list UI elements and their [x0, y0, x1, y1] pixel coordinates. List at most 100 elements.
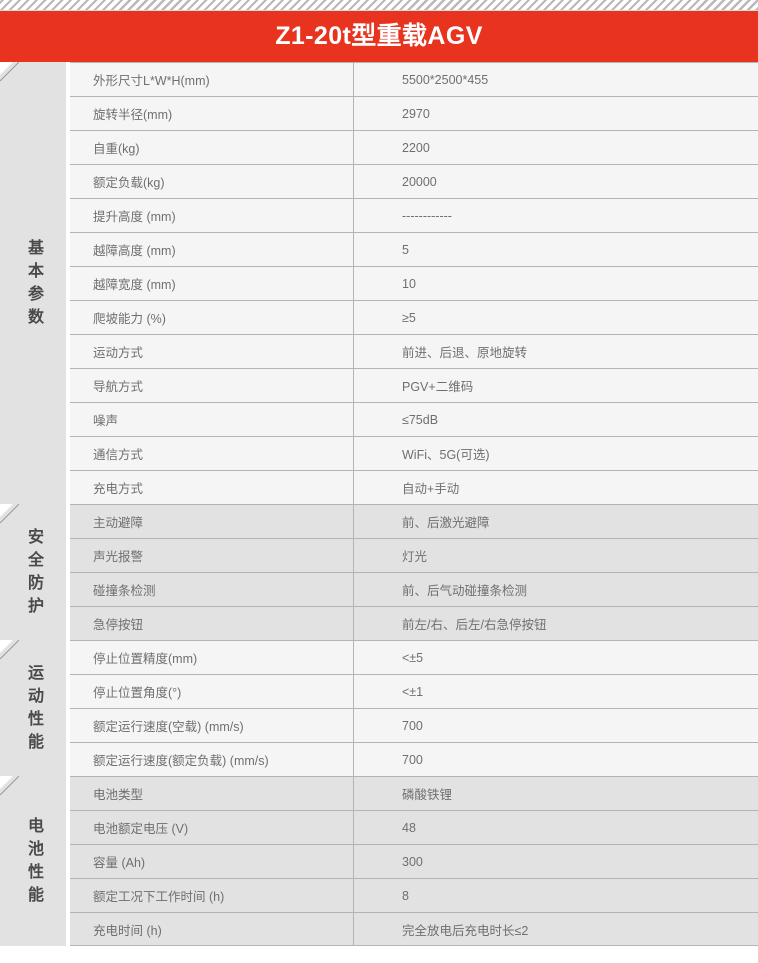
spec-label-cell: 额定运行速度(空载) (mm/s) [70, 709, 354, 742]
spec-value-cell: 20000 [402, 174, 437, 189]
spec-label-cell: 额定工况下工作时间 (h) [70, 879, 354, 912]
table-row: 旋转半径(mm) 2970 [70, 96, 758, 130]
spec-value-cell: 2970 [402, 106, 430, 121]
spec-label-cell: 噪声 [70, 403, 354, 436]
table-row: 额定运行速度(空载) (mm/s) 700 [70, 708, 758, 742]
category-gutter [66, 776, 70, 946]
spec-value-cell: 10 [402, 276, 416, 291]
spec-value-cell: 5 [402, 242, 409, 257]
table-row: 电池额定电压 (V) 48 [70, 810, 758, 844]
spec-value-cell: 自动+手动 [402, 482, 460, 496]
table-row: 导航方式 PGV+二维码 [70, 368, 758, 402]
spec-label-cell: 主动避障 [70, 505, 354, 538]
spec-label-cell: 额定负载(kg) [70, 165, 354, 198]
table-row: 自重(kg) 2200 [70, 130, 758, 164]
spec-value-cell: ≥5 [402, 310, 416, 325]
section-rows: 停止位置精度(mm) <±5 停止位置角度(°) <±1 额定运行速度(空载) (mm/… [70, 640, 758, 776]
section-category-label: 运动性能 [25, 664, 42, 756]
table-row: 外形尺寸L*W*H(mm) 5500*2500*455 [70, 62, 758, 96]
spec-value-cell: WiFi、5G(可选) [402, 448, 490, 462]
table-row: 急停按钮 前左/右、后左/右急停按钮 [70, 606, 758, 640]
table-row: 越障高度 (mm) 5 [70, 232, 758, 266]
table-row: 声光报警 灯光 [70, 538, 758, 572]
table-row: 碰撞条检测 前、后气动碰撞条检测 [70, 572, 758, 606]
table-row: 充电方式 自动+手动 [70, 470, 758, 504]
section-rows: 电池类型 磷酸铁锂电池额定电压 (V) 48 容量 (Ah) 300 额定工况下工作时间 … [70, 776, 758, 946]
spec-label-cell: 停止位置角度(°) [70, 675, 354, 708]
spec-label-cell: 旋转半径(mm) [70, 97, 354, 130]
spec-label-cell: 电池类型 [70, 777, 354, 810]
section-category-label: 基本参数 [25, 239, 42, 331]
hazard-stripe-band [0, 0, 758, 11]
spec-label-cell: 提升高度 (mm) [70, 199, 354, 232]
spec-value-cell: 灯光 [402, 550, 428, 564]
spec-value-cell: ≤75dB [402, 412, 439, 427]
spec-value-cell: 300 [402, 854, 423, 869]
page-title: Z1-20t型重载AGV [275, 22, 483, 50]
spec-value-cell: 8 [402, 888, 409, 903]
table-row: 额定运行速度(额定负载) (mm/s) 700 [70, 742, 758, 776]
spec-label-cell: 通信方式 [70, 437, 354, 470]
table-row: 越障宽度 (mm) 10 [70, 266, 758, 300]
spec-value-cell: 700 [402, 718, 423, 733]
table-row: 停止位置精度(mm) <±5 [70, 640, 758, 674]
spec-value-cell: 前、后气动碰撞条检测 [402, 584, 528, 598]
spec-value-cell: 磷酸铁锂 [402, 788, 453, 802]
table-row: 主动避障 前、后激光避障 [70, 504, 758, 538]
section-category-cell: 安全防护 [0, 504, 66, 640]
spec-label-cell: 停止位置精度(mm) [70, 641, 354, 674]
spec-value-cell: <±1 [402, 684, 424, 699]
spec-section: 电池性能 电池类型 磷酸铁锂电池额定电压 (V) 48 容量 (Ah) 300 额定工况下工… [0, 776, 758, 946]
section-category-cell: 运动性能 [0, 640, 66, 776]
table-row: 电池类型 磷酸铁锂 [70, 776, 758, 810]
spec-value-cell: 5500*2500*455 [402, 72, 489, 87]
spec-label-cell: 容量 (Ah) [70, 845, 354, 878]
spec-label-cell: 越障高度 (mm) [70, 233, 354, 266]
table-row: 容量 (Ah) 300 [70, 844, 758, 878]
spec-section: 安全防护 主动避障 前、后激光避障声光报警 灯光碰撞条检测 前、后气动碰撞条检测急停按钮… [0, 504, 758, 640]
product-title-bar: Z1-20t型重载AGV [0, 11, 758, 62]
table-row: 停止位置角度(°) <±1 [70, 674, 758, 708]
table-row: 爬坡能力 (%) ≥5 [70, 300, 758, 334]
spec-label-cell: 爬坡能力 (%) [70, 301, 354, 334]
category-gutter [66, 62, 70, 504]
spec-label-cell: 自重(kg) [70, 131, 354, 164]
spec-value-cell: <±5 [402, 650, 424, 665]
table-row: 噪声 ≤75dB [70, 402, 758, 436]
spec-label-cell: 急停按钮 [70, 607, 354, 640]
spec-table: 基本参数 外形尺寸L*W*H(mm) 5500*2500*455 旋转半径(mm) 29… [0, 62, 758, 946]
spec-value-cell: 前、后激光避障 [402, 516, 490, 530]
spec-label-cell: 外形尺寸L*W*H(mm) [70, 63, 354, 96]
spec-value-cell: ------------ [402, 208, 452, 223]
spec-label-cell: 电池额定电压 (V) [70, 811, 354, 844]
spec-value-cell: 700 [402, 752, 423, 767]
spec-value-cell: PGV+二维码 [402, 380, 474, 394]
spec-value-cell: 2200 [402, 140, 430, 155]
table-row: 通信方式 WiFi、5G(可选) [70, 436, 758, 470]
section-rows: 主动避障 前、后激光避障声光报警 灯光碰撞条检测 前、后气动碰撞条检测急停按钮 前左/右… [70, 504, 758, 640]
spec-label-cell: 充电时间 (h) [70, 913, 354, 945]
section-category-cell: 电池性能 [0, 776, 66, 946]
table-row: 额定工况下工作时间 (h) 8 [70, 878, 758, 912]
spec-label-cell: 声光报警 [70, 539, 354, 572]
table-row: 提升高度 (mm) ------------ [70, 198, 758, 232]
table-row: 充电时间 (h) 完全放电后充电时长≤2 [70, 912, 758, 946]
section-category-label: 安全防护 [25, 528, 42, 620]
spec-section: 基本参数 外形尺寸L*W*H(mm) 5500*2500*455 旋转半径(mm) 29… [0, 62, 758, 504]
table-row: 额定负载(kg) 20000 [70, 164, 758, 198]
section-rows: 外形尺寸L*W*H(mm) 5500*2500*455 旋转半径(mm) 2970 自重… [70, 62, 758, 504]
spec-value-cell: 完全放电后充电时长≤2 [402, 923, 529, 938]
spec-label-cell: 导航方式 [70, 369, 354, 402]
category-gutter [66, 504, 70, 640]
spec-section: 运动性能 停止位置精度(mm) <±5 停止位置角度(°) <±1 额定运行速度(空载) … [0, 640, 758, 776]
spec-label-cell: 额定运行速度(额定负载) (mm/s) [70, 743, 354, 776]
spec-value-cell: 前左/右、后左/右急停按钮 [402, 618, 547, 632]
category-gutter [66, 640, 70, 776]
section-category-cell: 基本参数 [0, 62, 66, 504]
spec-label-cell: 运动方式 [70, 335, 354, 368]
spec-label-cell: 越障宽度 (mm) [70, 267, 354, 300]
section-category-label: 电池性能 [25, 817, 42, 909]
spec-label-cell: 充电方式 [70, 471, 354, 504]
spec-label-cell: 碰撞条检测 [70, 573, 354, 606]
